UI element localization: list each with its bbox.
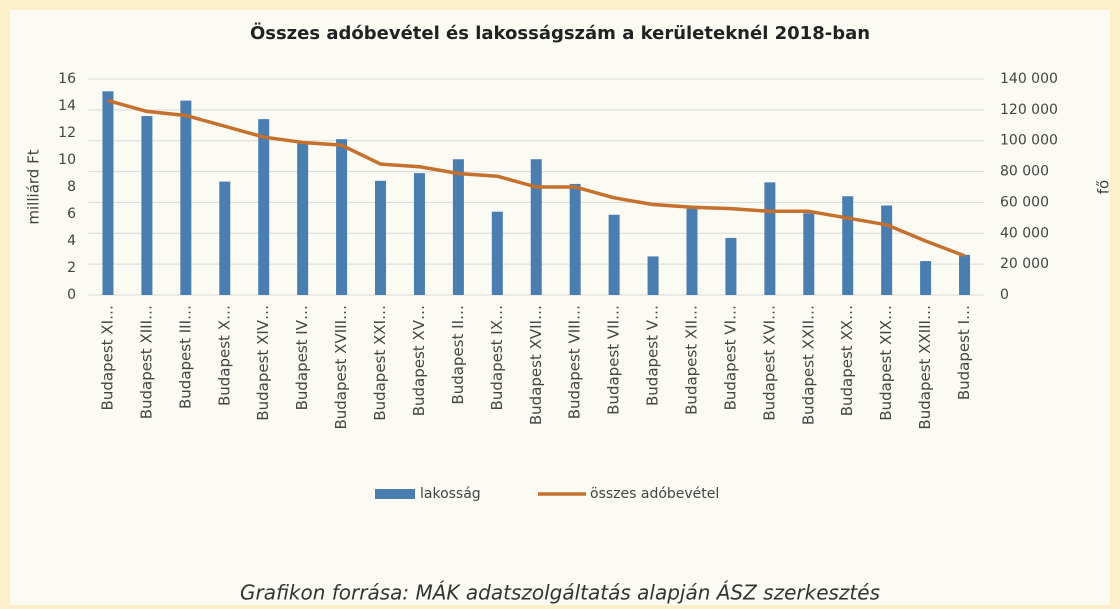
x-tick-label: Budapest IV… <box>293 305 311 410</box>
x-tick-label: Budapest IX… <box>488 305 506 410</box>
bar <box>569 183 581 295</box>
bar <box>413 173 425 295</box>
x-tick-label: Budapest III… <box>176 305 194 409</box>
bar <box>686 208 698 295</box>
x-tick-label: Budapest VIII… <box>566 305 584 419</box>
bar <box>842 196 854 295</box>
bar <box>336 139 348 295</box>
y2-tick-label: 80 000 <box>1000 164 1049 180</box>
y-tick-label: 12 <box>58 125 76 141</box>
x-tick-label: Budapest XI… <box>98 305 116 410</box>
bar <box>141 116 153 296</box>
bar <box>764 182 776 295</box>
x-tick-label: Budapest XIV… <box>254 305 272 421</box>
y-tick-label: 2 <box>67 260 76 276</box>
legend-label: összes adóbevétel <box>590 486 719 502</box>
bar <box>258 119 270 295</box>
bar <box>297 142 309 295</box>
x-tick-label: Budapest V… <box>644 305 662 406</box>
y2-tick-label: 20 000 <box>1000 256 1049 272</box>
y-tick-label: 16 <box>58 71 76 87</box>
bar <box>180 100 192 295</box>
bar <box>725 237 737 295</box>
x-tick-label: Budapest XIX… <box>877 305 895 421</box>
x-tick-label: Budapest VII… <box>605 305 623 415</box>
y-tick-label: 10 <box>58 152 76 168</box>
y-tick-label: 4 <box>67 233 76 249</box>
y-axis-title: milliárd Ft <box>25 149 43 224</box>
x-tick-label: Budapest II… <box>449 305 467 405</box>
x-tick-label: Budapest XVI… <box>760 305 778 421</box>
y2-tick-label: 140 000 <box>1000 71 1058 87</box>
x-tick-label: Budapest I… <box>955 305 973 400</box>
x-tick-label: Budapest XXIII… <box>916 305 934 430</box>
y2-axis-title: fő <box>1095 180 1113 194</box>
bar <box>608 214 620 295</box>
bar <box>491 211 503 295</box>
legend-swatch <box>375 489 415 499</box>
legend-label: lakosság <box>420 486 481 502</box>
y2-tick-label: 60 000 <box>1000 194 1049 210</box>
x-tick-label: Budapest XVIII… <box>332 305 350 430</box>
y-tick-label: 6 <box>67 206 76 222</box>
x-tick-label: Budapest X… <box>215 305 233 406</box>
y2-tick-label: 0 <box>1000 287 1009 303</box>
x-tick-label: Budapest VI… <box>721 305 739 410</box>
y2-tick-label: 120 000 <box>1000 102 1058 118</box>
bar <box>647 256 659 295</box>
y-tick-label: 14 <box>58 98 76 114</box>
x-tick-label: Budapest XX… <box>838 305 856 416</box>
bar <box>803 213 815 295</box>
x-tick-label: Budapest XIII… <box>137 305 155 419</box>
caption: Grafikon forrása: MÁK adatszolgáltatás a… <box>240 581 880 605</box>
line <box>107 98 966 258</box>
bar <box>881 205 893 295</box>
y-tick-label: 8 <box>67 179 76 195</box>
bar <box>959 254 971 295</box>
x-tick-label: Budapest XXI… <box>371 305 389 421</box>
bar <box>102 91 114 295</box>
bar <box>530 159 542 295</box>
bar <box>219 181 231 295</box>
y2-tick-label: 100 000 <box>1000 133 1058 149</box>
bar <box>920 261 932 295</box>
bar <box>375 180 387 295</box>
x-tick-label: Budapest XXII… <box>799 305 817 425</box>
y2-tick-label: 40 000 <box>1000 225 1049 241</box>
chart-background <box>10 10 1110 605</box>
x-tick-label: Budapest XV… <box>410 305 428 416</box>
x-tick-label: Budapest XII… <box>682 305 700 415</box>
y-tick-label: 0 <box>67 287 76 303</box>
bar <box>452 159 464 295</box>
chart-title: Összes adóbevétel és lakosságszám a kerü… <box>250 22 870 44</box>
x-tick-label: Budapest XVII… <box>527 305 545 425</box>
